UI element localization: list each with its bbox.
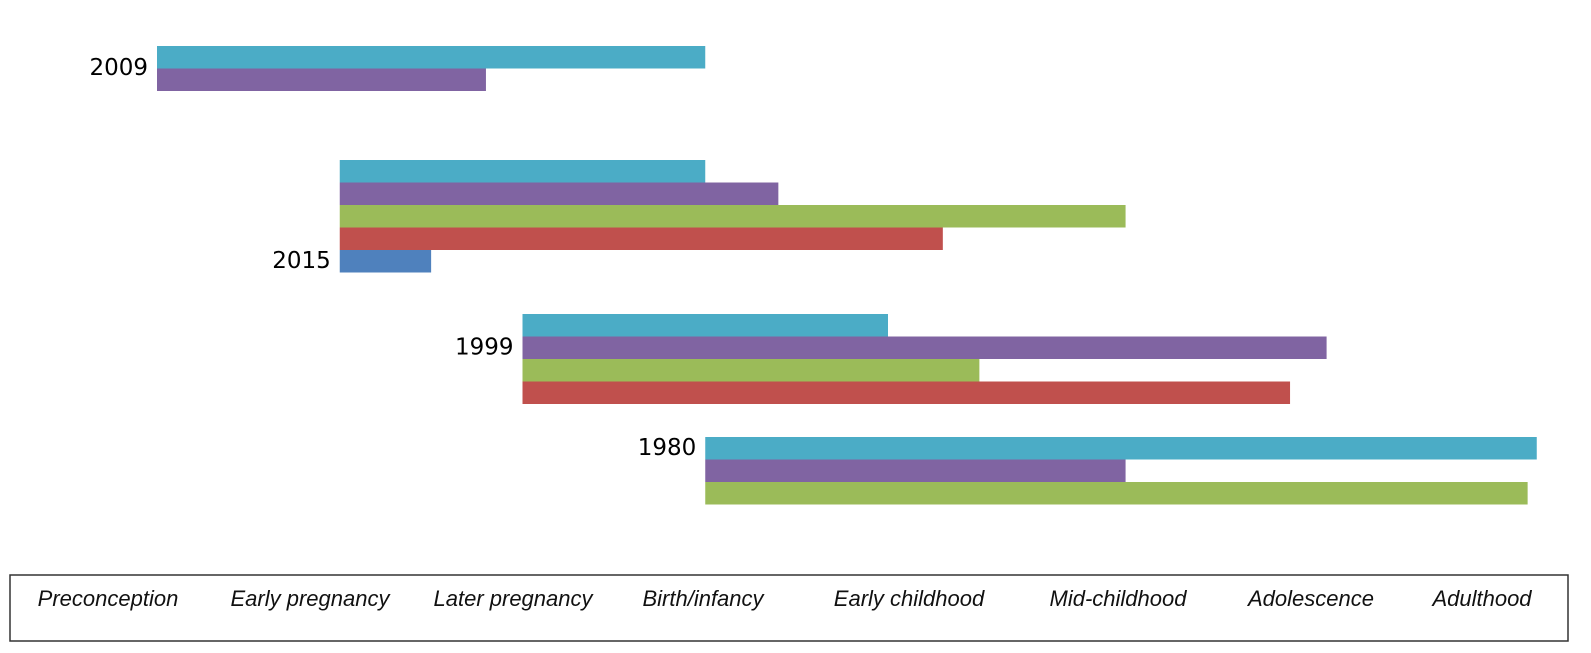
group-label: 1999 [455,334,514,360]
stage-box [9,574,1569,642]
bar [339,160,706,183]
bar [339,205,1126,228]
bar [339,250,432,273]
bar [522,381,1291,404]
stage-label: Adulthood [1430,586,1532,611]
stage-label: Later pregnancy [434,586,595,611]
bar [522,314,888,337]
stage-label: Early childhood [834,586,985,611]
group-label: 2015 [272,248,331,274]
bar [157,68,486,91]
bar [705,437,1537,460]
group-label: 2009 [89,55,148,81]
group-label: 1980 [638,435,697,461]
bar [157,46,706,69]
stage-label: Early pregnancy [231,586,392,611]
stage-label: Adolescence [1246,586,1374,611]
stage-label: Preconception [38,586,179,611]
bar [522,359,980,382]
bar [705,459,1126,482]
stage-label: Birth/infancy [642,586,765,611]
bar [339,227,943,250]
stage-label: Mid-childhood [1050,586,1188,611]
bar [522,336,1327,359]
bar [339,182,779,205]
bar [705,482,1528,505]
